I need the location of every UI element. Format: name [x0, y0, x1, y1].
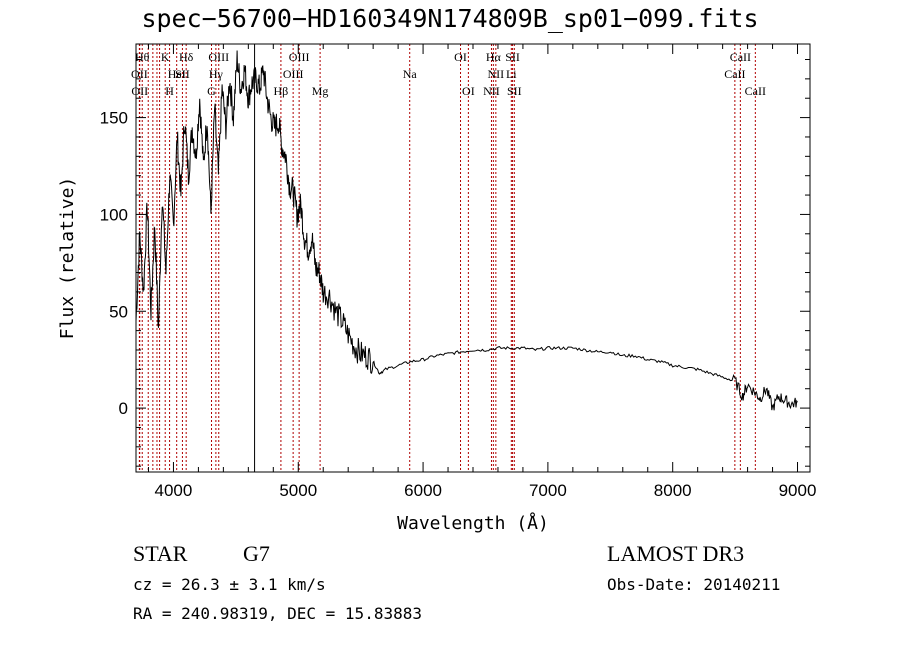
y-tick-label: 50 — [109, 302, 128, 321]
spectral-line-label: OIII — [289, 50, 310, 64]
y-tick-label: 100 — [100, 205, 128, 224]
spectral-line-label: Hδ — [179, 50, 194, 64]
spectral-line-label: Hγ — [209, 67, 224, 81]
y-tick-label: 0 — [119, 399, 128, 418]
x-axis-label: Wavelength (Å) — [397, 512, 549, 534]
object-class: STAR — [133, 541, 188, 566]
spectral-line-label: OIII — [283, 67, 304, 81]
spectrum-series-line — [135, 50, 798, 411]
spectral-line-label: Hα — [486, 50, 502, 64]
coordinates: RA = 240.98319, DEC = 15.83883 — [133, 604, 422, 623]
x-tick-label: 7000 — [529, 481, 567, 500]
spectral-line-label: H — [165, 84, 174, 98]
object-subclass: G7 — [243, 541, 270, 566]
spectral-line-label: OI — [462, 84, 475, 98]
spectral-line-label: HeI — [168, 67, 186, 81]
y-axis-label: Flux (relative) — [57, 177, 78, 340]
spectral-line-label: OII — [131, 84, 148, 98]
chart-title: spec−56700−HD160349N174809B_sp01−099.fit… — [141, 4, 759, 33]
x-tick-label: 9000 — [779, 481, 817, 500]
spectral-line-label: NII — [488, 67, 505, 81]
spectral-line-label: Hθ — [135, 50, 150, 64]
spectral-line-label: OI — [454, 50, 467, 64]
spectral-line-label: CaII — [745, 84, 766, 98]
x-tick-label: 6000 — [404, 481, 442, 500]
spectral-line-label: K — [161, 50, 170, 64]
spectral-line-label: OIII — [208, 50, 229, 64]
spectral-line-label: OII — [131, 67, 148, 81]
spectral-line-label: NII — [483, 84, 500, 98]
spectral-line-label: G — [207, 84, 216, 98]
spectral-line-label: CaII — [724, 67, 745, 81]
spectral-line-label: Li — [506, 67, 517, 81]
obs-date: Obs-Date: 20140211 — [607, 575, 781, 594]
x-tick-label: 4000 — [155, 481, 193, 500]
y-tick-label: 150 — [100, 109, 128, 128]
spectral-line-label: Mg — [312, 84, 329, 98]
spectral-line-label: SII — [175, 67, 190, 81]
spectral-line-label: SII — [505, 50, 520, 64]
spectral-line-label: Hβ — [274, 84, 289, 98]
spectral-line-label: SII — [507, 84, 522, 98]
x-tick-label: 8000 — [654, 481, 692, 500]
redshift-readout: cz = 26.3 ± 3.1 km/s — [133, 575, 326, 594]
plot-frame — [135, 43, 811, 473]
survey-label: LAMOST DR3 — [607, 541, 745, 566]
spectral-line-label: Na — [403, 67, 418, 81]
spectral-line-label: CaII — [730, 50, 751, 64]
x-tick-label: 5000 — [279, 481, 317, 500]
